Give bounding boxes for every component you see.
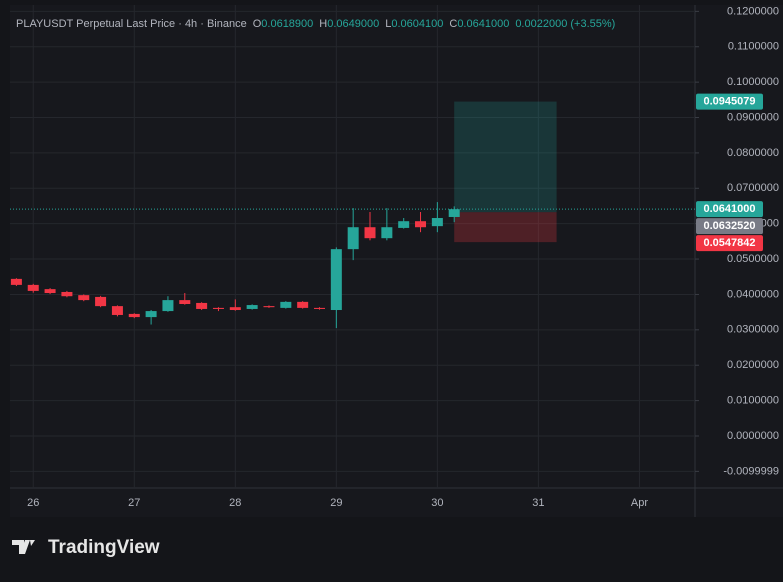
candle-body [313, 307, 325, 309]
candle-body [263, 306, 275, 308]
chart-panel [10, 5, 783, 517]
candle-body [347, 227, 359, 250]
candle-body [95, 296, 107, 307]
ohlc-key: H [319, 18, 327, 30]
candle-body [111, 306, 123, 315]
candle-body [229, 307, 241, 311]
y-tick-label: 0.0100000 [727, 395, 779, 407]
x-tick-label: 30 [431, 497, 443, 509]
x-tick-label: 29 [330, 497, 342, 509]
candle-body [145, 311, 157, 318]
y-tick-label: 0.1100000 [728, 41, 779, 53]
candle-body [128, 313, 140, 318]
candle-body [398, 221, 410, 228]
y-tick-label: 0.1200000 [727, 5, 779, 17]
y-tick-label: 0.0200000 [727, 359, 779, 371]
x-tick-label: 26 [27, 497, 39, 509]
candle-body [179, 300, 191, 304]
candle-body [431, 218, 443, 227]
ohlc-value: 0.0649000 [327, 18, 379, 30]
candle-body [364, 227, 376, 239]
candle-body [162, 300, 174, 312]
candle-body [415, 221, 427, 228]
y-tick-label: 0.1000000 [727, 76, 779, 88]
price-label-bg [696, 235, 763, 252]
price-label: 0.0632520 [704, 220, 756, 232]
candle-body [297, 301, 309, 308]
loss-zone [454, 212, 557, 243]
x-tick-label: 31 [532, 497, 544, 509]
ohlc-key: L [385, 18, 391, 30]
x-tick-label: 27 [128, 497, 140, 509]
candle-body [448, 209, 460, 217]
logo: TradingView [12, 537, 160, 558]
y-tick-label: 0.0900000 [727, 111, 779, 123]
y-tick-label: 0.0800000 [727, 147, 779, 159]
candle-body [212, 307, 224, 309]
price-label-bg [696, 93, 763, 110]
price-label: 0.0945079 [704, 95, 756, 107]
grid [10, 5, 695, 488]
candle-body [10, 278, 22, 285]
y-tick-label: 0.0400000 [727, 288, 779, 300]
ohlc-value: 0.0618900 [261, 18, 313, 30]
price-label-bg [696, 218, 763, 235]
y-tick-label: 0.0000000 [727, 430, 779, 442]
candle-body [27, 284, 39, 291]
brand: TradingView [48, 537, 160, 558]
candle-body [280, 301, 292, 308]
price-label: 0.0641000 [704, 203, 756, 215]
candle-body [330, 249, 342, 311]
ohlc-value: 0.0604100 [391, 18, 443, 30]
y-tick-label: 0.0500000 [727, 253, 779, 265]
y-tick-label: 0.0700000 [727, 182, 779, 194]
logo-icon [12, 540, 35, 554]
ohlc-key: C [449, 18, 457, 30]
price-label: 0.0547842 [704, 237, 756, 249]
candle-body [381, 227, 393, 239]
candle-body [196, 302, 208, 309]
price-label-bg [696, 201, 763, 218]
profit-zone [454, 101, 557, 213]
candle-body [61, 291, 73, 297]
ohlc-value: 0.0641000 [457, 18, 509, 30]
ohlc-key: O [253, 18, 262, 30]
x-tick-label: Apr [631, 497, 648, 509]
candle-body [44, 289, 56, 294]
y-tick-label: 0.0300000 [727, 324, 779, 336]
header: PLAYUSDT Perpetual Last Price · 4h · Bin… [16, 18, 615, 30]
title: PLAYUSDT Perpetual Last Price · 4h · Bin… [16, 18, 247, 30]
y-tick-label: -0.0099999 [723, 465, 779, 477]
candle-body [78, 295, 90, 301]
candle-body [246, 305, 258, 309]
marks [10, 101, 695, 329]
x-tick-label: 28 [229, 497, 241, 509]
ohlc-value: 0.0022000 (+3.55%) [515, 18, 615, 30]
